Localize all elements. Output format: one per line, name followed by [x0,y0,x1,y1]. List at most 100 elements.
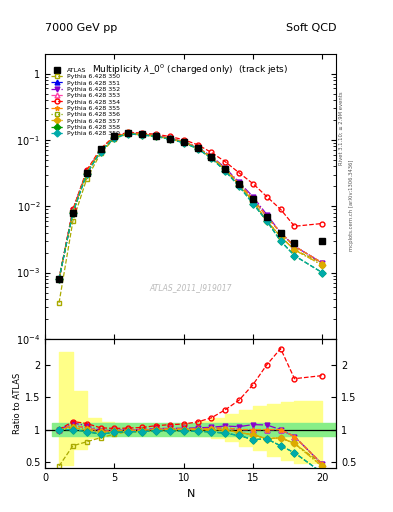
Text: Rivet 3.1.10; ≥ 2.9M events: Rivet 3.1.10; ≥ 2.9M events [339,91,343,165]
Pythia 6.428 355 [209,154,214,160]
Pythia 6.428 351 [84,169,89,175]
Pythia 6.428 350 [112,136,117,142]
Pythia 6.428 351 [251,196,255,202]
Pythia 6.428 351 [195,144,200,151]
Pythia 6.428 353 [112,134,117,140]
Pythia 6.428 352 [98,147,103,153]
Line: Pythia 6.428 350: Pythia 6.428 350 [57,132,325,305]
ATLAS [209,154,214,160]
Pythia 6.428 350 [167,136,172,142]
Pythia 6.428 350 [251,198,255,204]
Line: Pythia 6.428 359: Pythia 6.428 359 [57,132,325,282]
Pythia 6.428 359 [167,136,172,142]
Pythia 6.428 355 [126,130,130,136]
Pythia 6.428 351 [278,229,283,236]
Pythia 6.428 351 [237,181,241,187]
Legend: ATLAS, Pythia 6.428 350, Pythia 6.428 351, Pythia 6.428 352, Pythia 6.428 353, P: ATLAS, Pythia 6.428 350, Pythia 6.428 35… [48,65,123,139]
Pythia 6.428 353 [126,130,130,136]
Pythia 6.428 355 [264,214,269,220]
Pythia 6.428 355 [195,144,200,151]
Pythia 6.428 357 [84,170,89,176]
Pythia 6.428 359 [264,218,269,224]
Pythia 6.428 358 [84,170,89,177]
Pythia 6.428 358 [278,238,283,244]
Pythia 6.428 352 [251,194,255,200]
Pythia 6.428 352 [209,153,214,159]
Pythia 6.428 353 [264,214,269,220]
Pythia 6.428 354 [320,221,325,227]
Pythia 6.428 358 [195,145,200,152]
Pythia 6.428 357 [70,209,75,215]
Pythia 6.428 356 [292,247,297,253]
Pythia 6.428 353 [167,135,172,141]
Pythia 6.428 353 [181,139,186,145]
Pythia 6.428 353 [223,165,228,172]
Pythia 6.428 353 [70,208,75,214]
Pythia 6.428 351 [320,260,325,266]
Pythia 6.428 350 [154,133,158,139]
Pythia 6.428 357 [251,198,255,204]
ATLAS [112,134,117,140]
ATLAS [237,181,241,187]
Pythia 6.428 359 [320,269,325,275]
Pythia 6.428 354 [98,145,103,152]
Line: Pythia 6.428 351: Pythia 6.428 351 [57,131,325,282]
Pythia 6.428 356 [57,276,61,282]
Pythia 6.428 356 [264,218,269,224]
ATLAS [98,146,103,153]
Pythia 6.428 358 [292,252,297,259]
Text: mcplots.cern.ch [arXiv:1306.3436]: mcplots.cern.ch [arXiv:1306.3436] [349,159,354,250]
Pythia 6.428 357 [154,133,158,139]
Pythia 6.428 356 [209,154,214,160]
Pythia 6.428 355 [237,181,241,187]
Pythia 6.428 359 [251,201,255,207]
Pythia 6.428 359 [70,209,75,216]
Pythia 6.428 359 [209,155,214,161]
Pythia 6.428 356 [181,139,186,145]
Pythia 6.428 352 [140,131,145,137]
Pythia 6.428 353 [57,276,61,282]
Pythia 6.428 354 [140,130,145,136]
Pythia 6.428 354 [209,150,214,156]
Pythia 6.428 357 [112,134,117,140]
Pythia 6.428 355 [278,229,283,236]
ATLAS [181,139,186,145]
Pythia 6.428 359 [140,132,145,138]
Pythia 6.428 358 [264,218,269,224]
Pythia 6.428 354 [57,276,61,282]
Pythia 6.428 359 [292,252,297,259]
Pythia 6.428 353 [209,154,214,160]
Pythia 6.428 357 [264,218,269,224]
Pythia 6.428 353 [84,169,89,175]
Pythia 6.428 356 [278,233,283,240]
Pythia 6.428 355 [70,208,75,214]
Pythia 6.428 353 [195,144,200,151]
Pythia 6.428 350 [140,132,145,138]
Pythia 6.428 354 [84,167,89,173]
Pythia 6.428 352 [320,260,325,266]
Pythia 6.428 352 [237,179,241,185]
Pythia 6.428 356 [167,136,172,142]
Pythia 6.428 356 [112,134,117,140]
Pythia 6.428 356 [154,133,158,139]
Pythia 6.428 350 [292,247,297,253]
ATLAS [167,136,172,142]
Pythia 6.428 351 [223,165,228,172]
Pythia 6.428 359 [154,134,158,140]
Pythia 6.428 352 [70,207,75,213]
Pythia 6.428 352 [57,276,61,282]
Text: Soft QCD: Soft QCD [286,23,336,33]
Pythia 6.428 358 [251,201,255,207]
Pythia 6.428 353 [278,229,283,236]
ATLAS [84,170,89,176]
Pythia 6.428 359 [98,148,103,155]
Pythia 6.428 358 [112,135,117,141]
Pythia 6.428 350 [278,233,283,240]
Pythia 6.428 354 [112,133,117,139]
Pythia 6.428 357 [223,166,228,173]
Pythia 6.428 357 [181,139,186,145]
Pythia 6.428 352 [84,168,89,174]
Pythia 6.428 353 [98,147,103,154]
Pythia 6.428 354 [70,206,75,212]
Pythia 6.428 353 [251,196,255,202]
